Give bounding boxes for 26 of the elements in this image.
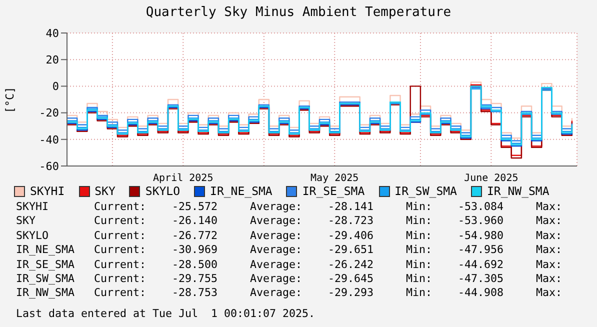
chart-title: Quarterly Sky Minus Ambient Temperature — [144, 5, 452, 20]
y-tick-label: 0 — [52, 80, 59, 94]
legend-label: SKYLO — [145, 184, 180, 198]
text: IR_SW_SMA Current: -29.755 Average: -29.645 Min: -47.305 Max: — [16, 272, 562, 286]
y-axis-title: [°C] — [4, 86, 16, 114]
legend-label: IR_SW_SMA — [394, 184, 457, 198]
text: IR_NW_SMA Current: -28.753 Average: -29.293 Min: -44.908 Max: — [16, 286, 562, 301]
x-tick-label: April 2025 — [153, 173, 214, 184]
text: SKY Current: -26.140 Average: -28.723 Min: -53.960 Max: — [16, 214, 562, 229]
legend-label: SKYHI — [30, 184, 65, 198]
text: SKYHI Current: -25.572 Average: -28.141 Min: -53.084 Max: — [16, 200, 562, 214]
x-tick-label: June 2025 — [464, 173, 518, 184]
y-tick-label: 40 — [46, 26, 59, 40]
text: SKYLO Current: -26.772 Average: -29.406 Min: -54.980 Max: — [16, 228, 562, 244]
legend-label: SKY — [94, 184, 116, 198]
text: IR_NE_SMA Current: -30.969 Average: -29.651 Min: -47.956 Max: — [16, 243, 562, 258]
y-tick-label: -60 — [39, 160, 59, 173]
y-tick-label: -40 — [39, 133, 59, 146]
legend-label: IR_NW_SMA — [486, 184, 550, 198]
legend-label: IR_SE_SMA — [302, 184, 365, 198]
x-tick-label: May 2025 — [310, 173, 359, 184]
text: Last data entered at Tue Jul 1 00:01:07 2025. — [16, 306, 316, 322]
y-tick-label: -20 — [39, 106, 59, 120]
legend-label: IR_NE_SMA — [210, 184, 272, 198]
text: IR_SE_SMA Current: -28.500 Average: -26.242 Min: -44.692 Max: — [16, 258, 562, 272]
y-tick-label: 20 — [46, 54, 59, 67]
